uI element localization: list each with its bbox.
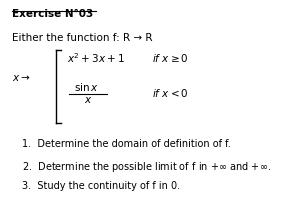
Text: $if\ x < 0$: $if\ x < 0$ (152, 87, 189, 99)
Text: 2.  Determine the possible limit of f in $+\infty$ and $+ \infty$.: 2. Determine the possible limit of f in … (22, 160, 271, 174)
Text: $\sin x$: $\sin x$ (74, 81, 99, 93)
Text: $x \rightarrow$: $x \rightarrow$ (12, 73, 30, 83)
Text: Either the function f: R → R: Either the function f: R → R (12, 33, 152, 43)
Text: $x$: $x$ (84, 95, 92, 105)
Text: 1.  Determine the domain of definition of f.: 1. Determine the domain of definition of… (22, 139, 230, 149)
Text: $if\ x \geq 0$: $if\ x \geq 0$ (152, 52, 189, 64)
Text: Exercise N°03: Exercise N°03 (12, 9, 93, 19)
Text: $x^2 + 3x + 1$: $x^2 + 3x + 1$ (67, 52, 125, 65)
Text: 3.  Study the continuity of f in 0.: 3. Study the continuity of f in 0. (22, 181, 180, 191)
